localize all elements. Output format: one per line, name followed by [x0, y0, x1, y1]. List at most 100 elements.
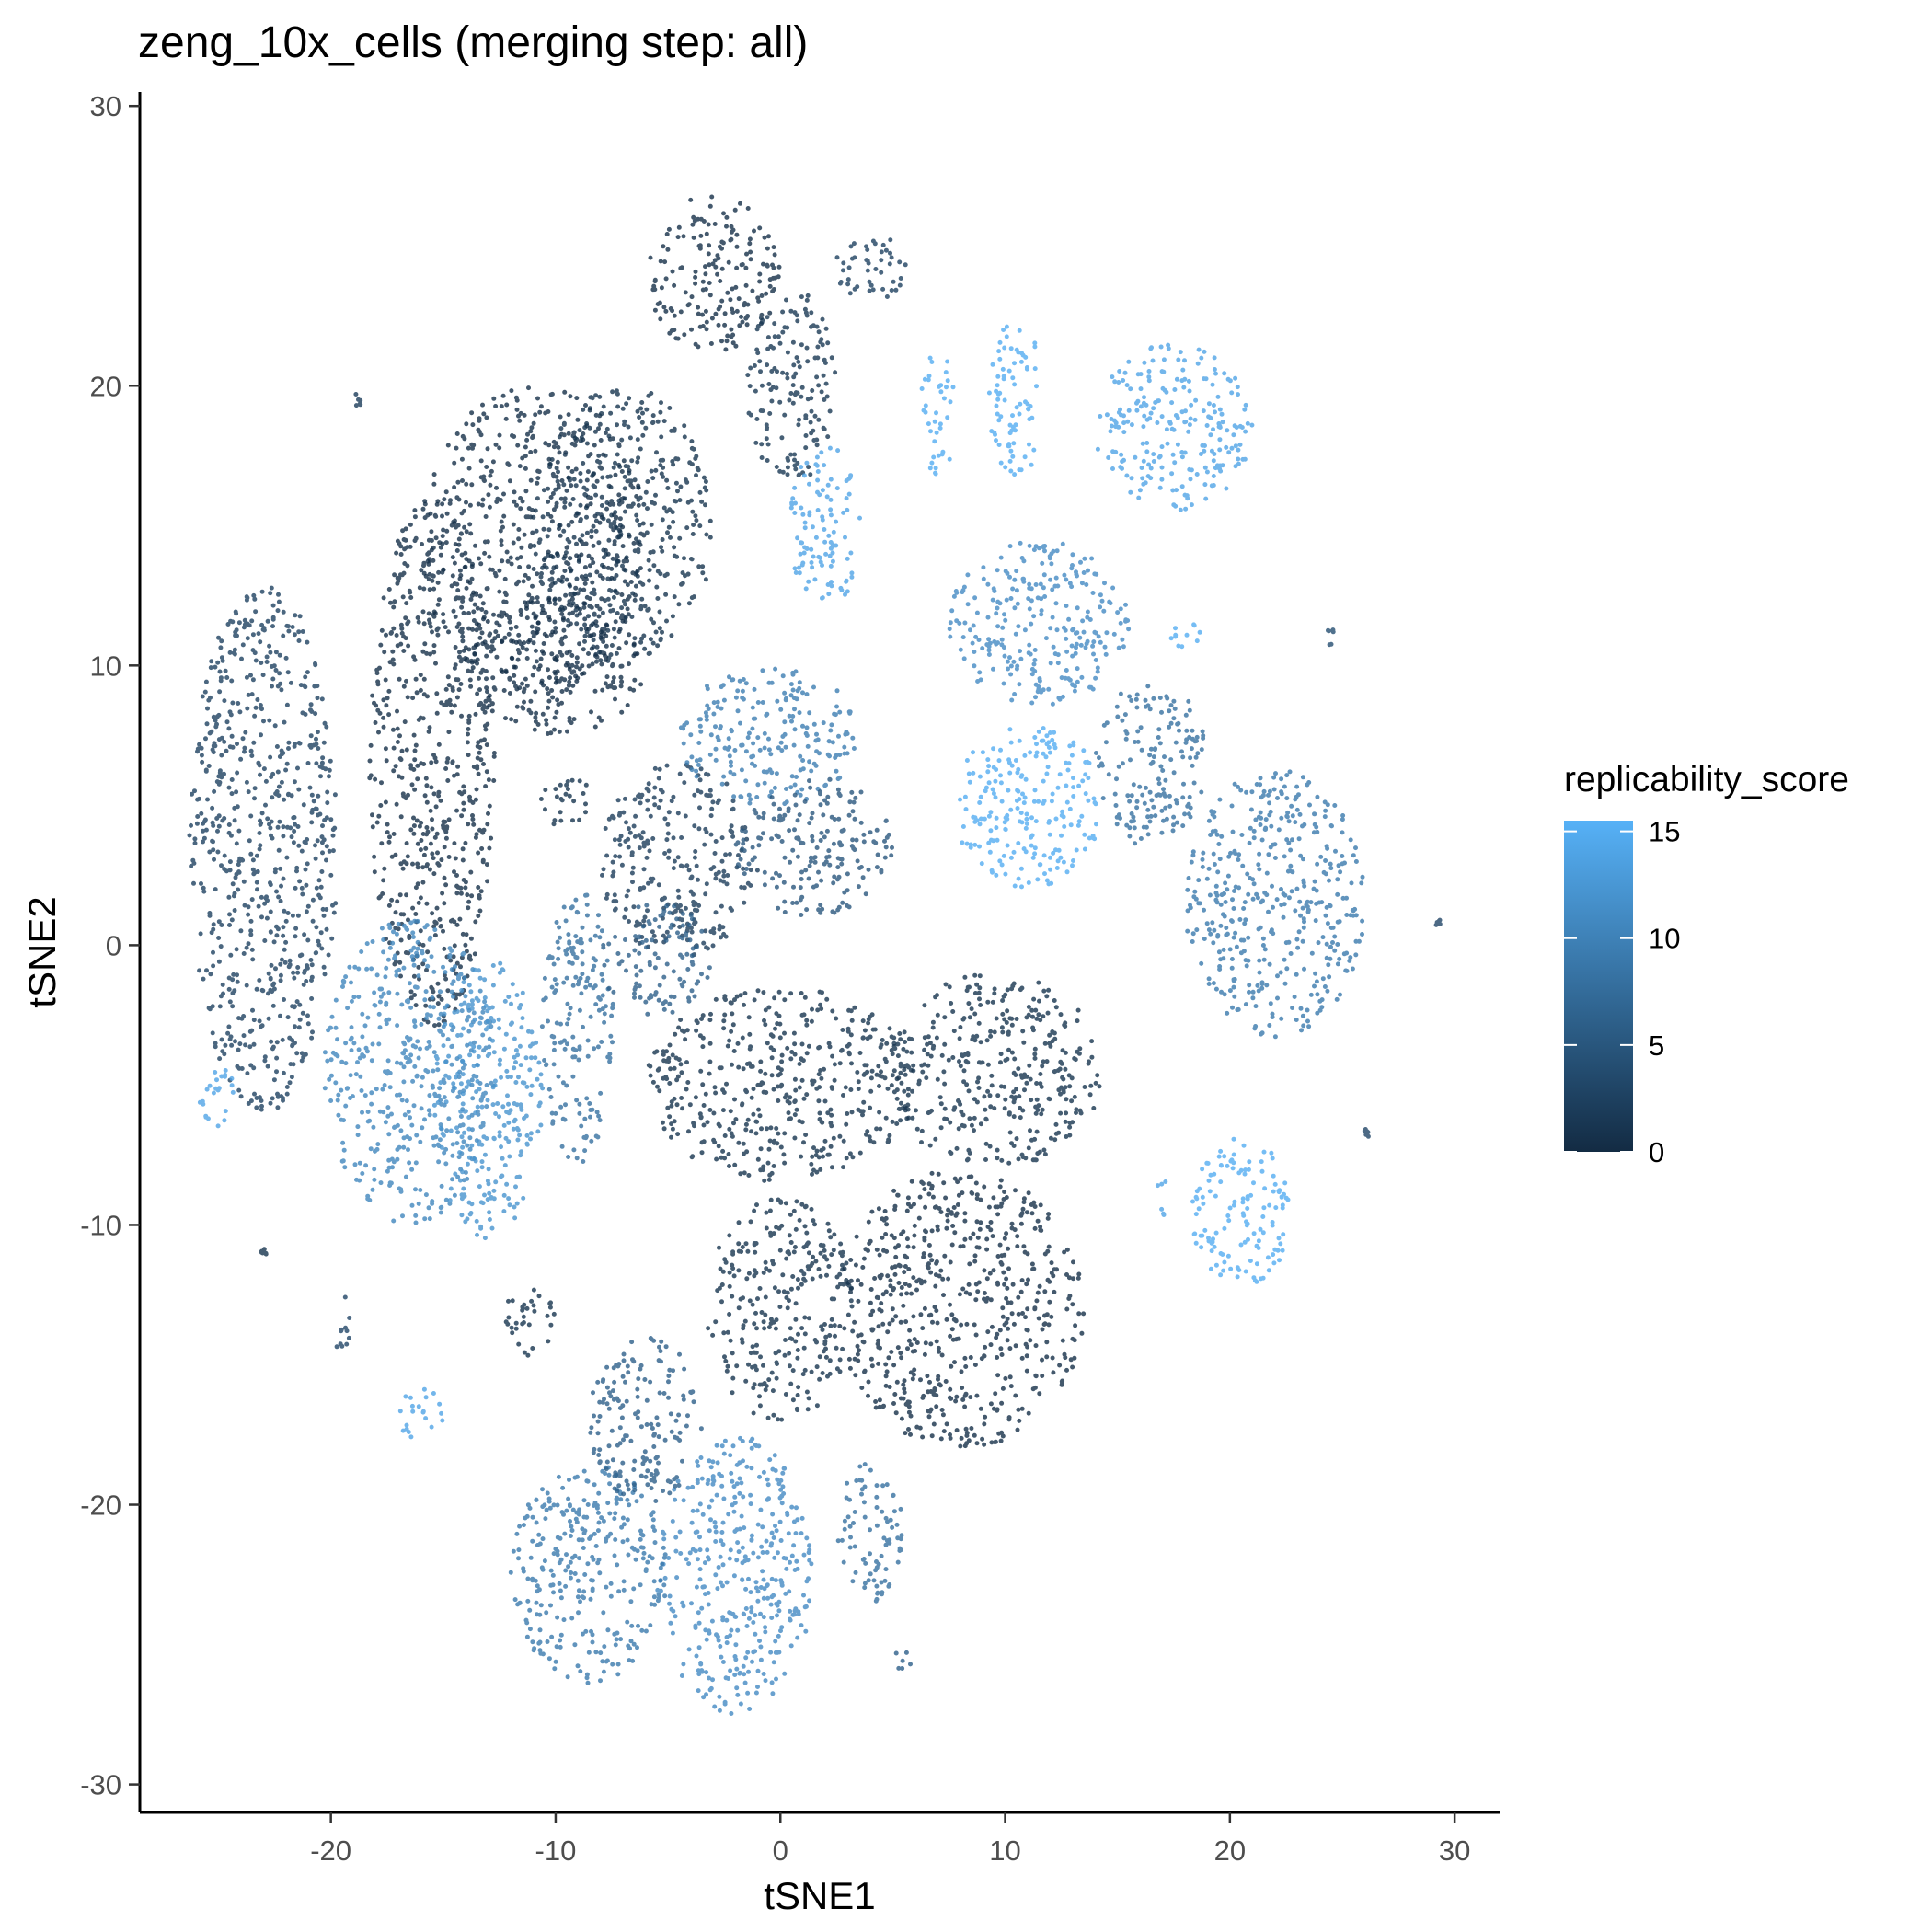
cluster-38 — [508, 1465, 668, 1685]
cluster-20 — [745, 293, 838, 478]
y-tick-label: -10 — [80, 1209, 121, 1241]
cluster-7-points — [353, 392, 363, 408]
cluster-15 — [600, 762, 760, 958]
y-tick-label: -20 — [80, 1489, 121, 1522]
cluster-2-points — [367, 499, 497, 1029]
cluster-17 — [733, 776, 895, 917]
cluster-41-points — [893, 1650, 914, 1671]
cluster-39 — [588, 1336, 704, 1503]
cluster-22-points — [788, 445, 863, 601]
y-axis-title: tSNE2 — [20, 896, 63, 1007]
cluster-35-points — [837, 1170, 1087, 1449]
cluster-8 — [322, 918, 496, 1225]
cluster-30-points — [1185, 769, 1365, 1040]
legend-tick-label: 10 — [1649, 923, 1680, 955]
cluster-29 — [1168, 622, 1202, 650]
cluster-43 — [1433, 917, 1443, 927]
cluster-44 — [1362, 1127, 1371, 1139]
cluster-2 — [367, 499, 497, 1029]
cluster-42 — [1326, 627, 1336, 648]
cluster-28 — [1093, 684, 1206, 846]
cluster-43-points — [1433, 917, 1443, 927]
cluster-7 — [353, 392, 363, 408]
cluster-33-points — [646, 988, 915, 1183]
legend-tick-label: 15 — [1649, 816, 1680, 848]
cluster-34-points — [885, 972, 1102, 1166]
cluster-40 — [835, 1462, 904, 1604]
cluster-11 — [397, 1386, 445, 1440]
cluster-25-points — [1095, 342, 1255, 512]
cluster-26-points — [947, 540, 1132, 707]
chart-title: zeng_10x_cells (merging step: all) — [138, 18, 808, 67]
cluster-18 — [601, 903, 712, 1017]
cluster-14-points — [539, 892, 615, 1164]
cluster-39-points — [588, 1336, 704, 1503]
cluster-36 — [706, 1197, 856, 1422]
cluster-4-points — [531, 388, 713, 663]
cluster-10 — [197, 1068, 236, 1129]
cluster-45-points — [259, 1247, 269, 1257]
y-tick-label: 10 — [90, 650, 121, 682]
cluster-15-points — [600, 762, 760, 958]
cluster-3 — [421, 385, 647, 695]
cluster-33 — [646, 988, 915, 1183]
cluster-1-points — [187, 585, 339, 1112]
x-tick-label: -20 — [310, 1834, 351, 1867]
x-axis-ticks: -20 -10 0 10 20 30 — [310, 1812, 1470, 1867]
cluster-20-points — [745, 293, 838, 478]
cluster-30 — [1185, 769, 1365, 1040]
legend-tick-label: 0 — [1649, 1136, 1664, 1168]
cluster-35 — [837, 1170, 1087, 1449]
cluster-4 — [531, 388, 713, 663]
legend-ticks: 0 5 10 15 — [1564, 816, 1680, 1168]
cluster-23-points — [919, 355, 956, 477]
cluster-14 — [539, 892, 615, 1164]
cluster-12 — [334, 1294, 352, 1350]
legend-title: replicability_score — [1564, 760, 1849, 799]
y-axis-ticks: -30 -20 -10 0 10 20 30 — [80, 90, 140, 1801]
legend-tick-label: 5 — [1649, 1029, 1664, 1062]
cluster-24 — [986, 324, 1040, 477]
cluster-44-points — [1362, 1127, 1371, 1139]
cluster-9-points — [431, 960, 546, 1241]
cluster-27-points — [958, 726, 1099, 890]
x-tick-label: -10 — [535, 1834, 577, 1867]
cluster-11-points — [397, 1386, 445, 1440]
cluster-31-points — [1190, 1136, 1291, 1284]
cluster-13 — [503, 1287, 557, 1358]
color-legend: replicability_score 0 5 10 15 — [1564, 760, 1849, 1168]
cluster-9 — [431, 960, 546, 1241]
x-axis-title: tSNE1 — [764, 1874, 875, 1917]
cluster-24-points — [986, 324, 1040, 477]
cluster-34 — [885, 972, 1102, 1166]
cluster-26 — [947, 540, 1132, 707]
cluster-36-points — [706, 1197, 856, 1422]
cluster-37-points — [655, 1435, 814, 1716]
cluster-13-points — [503, 1287, 557, 1358]
cluster-1 — [187, 585, 339, 1112]
cluster-8-points — [322, 918, 496, 1225]
cluster-12-points — [334, 1294, 352, 1350]
cluster-25 — [1095, 342, 1255, 512]
cluster-18-points — [601, 903, 712, 1017]
cluster-22 — [788, 445, 863, 601]
cluster-31 — [1190, 1136, 1291, 1284]
cluster-6-points — [538, 777, 589, 827]
cluster-17-points — [733, 776, 895, 917]
cluster-21-points — [834, 237, 908, 299]
y-tick-label: 30 — [90, 90, 121, 122]
cluster-40-points — [835, 1462, 904, 1604]
cluster-45 — [259, 1247, 269, 1257]
cluster-16 — [678, 666, 857, 807]
cluster-29-points — [1168, 622, 1202, 650]
cluster-16-points — [678, 666, 857, 807]
y-tick-label: -30 — [80, 1769, 121, 1801]
y-tick-label: 20 — [90, 370, 121, 402]
x-tick-label: 20 — [1214, 1834, 1246, 1867]
cluster-32-points — [1155, 1179, 1168, 1217]
cluster-38-points — [508, 1465, 668, 1685]
cluster-5-points — [466, 595, 644, 736]
cluster-6 — [538, 777, 589, 827]
cluster-41 — [893, 1650, 914, 1671]
cluster-3-points — [421, 385, 647, 695]
